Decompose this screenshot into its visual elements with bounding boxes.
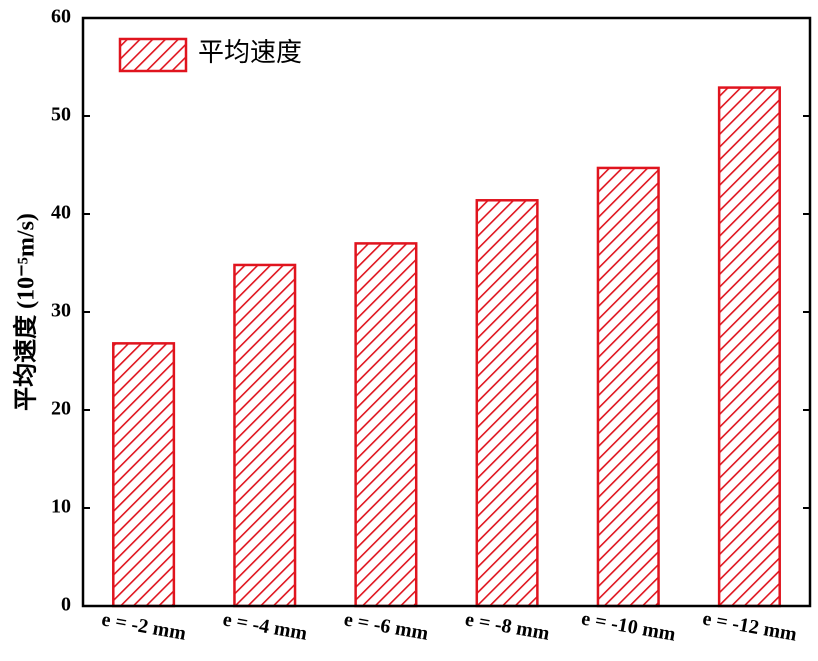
y-tick-label: 0 [61, 594, 71, 616]
bar [354, 242, 418, 608]
y-tick-label: 20 [51, 398, 71, 420]
plot-frame [81, 16, 812, 608]
x-tick-label: e = -2 mm [100, 608, 188, 645]
x-tick-label: e = -10 mm [580, 608, 678, 646]
y-tick-label: 40 [51, 202, 71, 224]
x-tick-label: e = -6 mm [342, 608, 430, 645]
legend-label: 平均速度 [198, 38, 302, 67]
bar [475, 199, 539, 608]
bar [112, 342, 176, 608]
y-tick-label: 30 [51, 300, 71, 322]
y-tick-label: 60 [51, 6, 71, 28]
bar [596, 166, 660, 608]
bar [233, 263, 297, 608]
y-tick-label: 50 [51, 104, 71, 126]
y-tick-label: 10 [51, 496, 71, 518]
y-axis-label: 平均速度 (10⁻⁵m/s) [12, 213, 40, 411]
x-tick-label: e = -8 mm [463, 608, 551, 645]
legend-swatch [118, 37, 188, 73]
x-tick-label: e = -4 mm [221, 608, 309, 645]
x-tick-label: e = -12 mm [701, 608, 799, 646]
bar [717, 86, 781, 608]
